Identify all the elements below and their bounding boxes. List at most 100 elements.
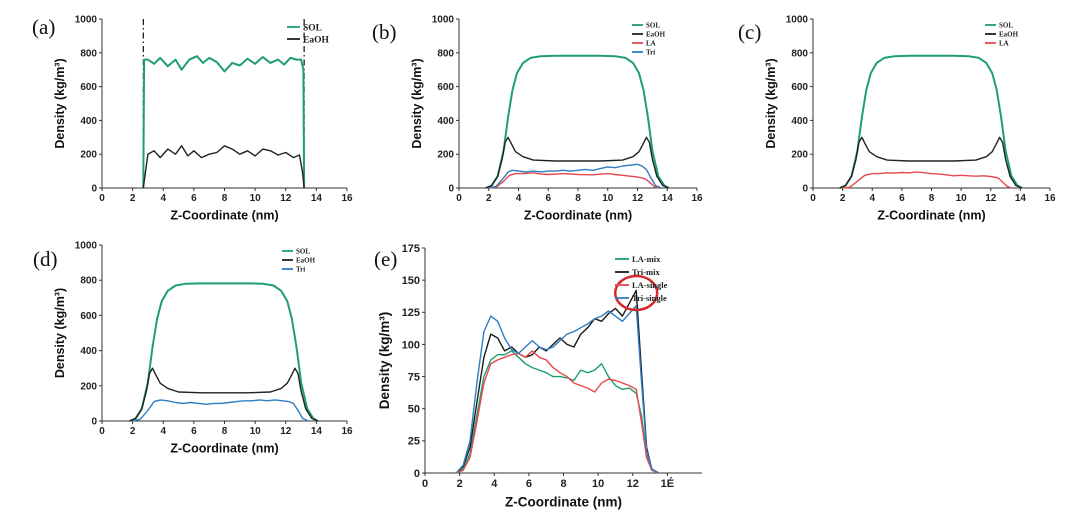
y-tick-label: 200: [80, 381, 97, 392]
panel-letter: (b): [372, 20, 397, 44]
x-tick-label: 4: [516, 193, 522, 204]
chart-panel-d: (d) 0 2 4 6 8 10 12 14 16 0 200 400 600 800 1000 Z-Coord…: [33, 241, 353, 456]
legend-label: EaOH: [999, 30, 1019, 38]
series-line-sol: [129, 282, 319, 422]
x-axis-title: Z-Coordinate (nm): [877, 209, 985, 223]
x-tick-label: 14: [311, 193, 323, 204]
x-tick-label: 10: [602, 193, 614, 204]
x-tick-label: 8: [560, 478, 566, 490]
chart-panel-c: (c) 0 2 4 6 8 10 12 14 16 0 200 400 600 800 1000 Z-Coord…: [738, 15, 1056, 223]
series-line-tri-single: [455, 305, 660, 474]
y-tick-label: 75: [408, 371, 420, 383]
series-line-tri: [132, 399, 309, 422]
x-tick-label: 16: [691, 193, 703, 204]
legend-label: Tri-single: [632, 293, 667, 303]
series-line-sol: [142, 55, 306, 189]
series-line-sol: [839, 54, 1023, 189]
y-tick-label: 0: [91, 417, 97, 428]
x-tick-label: 6: [545, 193, 551, 204]
x-tick-label: 12: [280, 193, 292, 204]
y-tick-label: 50: [408, 404, 420, 416]
x-tick-label: 6: [899, 193, 905, 204]
x-tick-label: 12: [627, 478, 639, 490]
x-tick-label: 14: [311, 426, 323, 437]
x-axis-title: Z-Coordinate (nm): [524, 209, 632, 223]
y-axis-title: Density (kg/m³): [377, 312, 392, 410]
y-tick-label: 175: [402, 243, 420, 255]
x-tick-label: 14: [662, 193, 674, 204]
legend-label: LA: [999, 39, 1009, 47]
series-line-la: [488, 172, 659, 189]
x-tick-label: 2: [840, 193, 846, 204]
x-tick-label: 2: [457, 478, 463, 490]
x-tick-label: 1É: [661, 477, 674, 490]
legend-label: SOL: [999, 21, 1013, 29]
panel-letter: (a): [32, 15, 55, 39]
x-tick-label: 12: [632, 193, 644, 204]
x-tick-label: 6: [526, 478, 532, 490]
y-tick-label: 400: [791, 116, 808, 127]
x-tick-label: 2: [486, 193, 492, 204]
legend-label: SOL: [296, 247, 310, 255]
y-tick-label: 200: [80, 150, 97, 161]
series-line-eaoh: [485, 136, 669, 189]
legend-label: LA: [646, 39, 656, 47]
y-tick-label: 800: [80, 48, 97, 59]
x-tick-label: 16: [1044, 193, 1056, 204]
series-line-tri: [488, 163, 662, 189]
series-line-la-mix: [455, 350, 660, 474]
panel-letter: (c): [738, 20, 761, 44]
x-tick-label: 14: [1015, 193, 1027, 204]
y-tick-label: 0: [414, 468, 420, 480]
y-tick-label: 0: [448, 184, 454, 195]
y-tick-label: 200: [791, 150, 808, 161]
y-tick-label: 0: [802, 184, 808, 195]
y-tick-label: 1000: [432, 15, 455, 26]
legend-label: EaOH: [296, 256, 316, 264]
legend: LA-mix Tri-mix LA-single Tri-single: [615, 254, 668, 303]
legend-label: LA-single: [632, 280, 668, 290]
x-tick-label: 4: [160, 426, 166, 437]
x-tick-label: 4: [160, 193, 166, 204]
series-line-eaoh: [839, 136, 1023, 189]
y-tick-label: 600: [80, 311, 97, 322]
y-tick-label: 1000: [786, 15, 809, 26]
y-tick-label: 400: [80, 116, 97, 127]
x-tick-label: 0: [99, 193, 105, 204]
chart-panel-a: (a) 0 2 4 6 8 10 12 14 16 0 200 400 600 800 1000 Z-Coord…: [32, 15, 353, 223]
legend: SOL EaOH: [287, 23, 329, 45]
x-tick-label: 0: [456, 193, 462, 204]
legend-label: Tri-mix: [632, 267, 660, 277]
y-tick-label: 400: [437, 116, 454, 127]
highlight-circle: [613, 274, 659, 312]
x-tick-label: 10: [592, 478, 604, 490]
x-tick-label: 8: [575, 193, 581, 204]
y-tick-label: 800: [437, 48, 454, 59]
x-axis-title: Z-Coordinate (nm): [170, 209, 278, 223]
x-tick-label: 6: [191, 193, 197, 204]
x-tick-label: 0: [422, 478, 428, 490]
x-tick-label: 8: [929, 193, 935, 204]
y-tick-label: 200: [437, 150, 454, 161]
y-axis-title: Density (kg/m³): [410, 58, 424, 148]
y-axis-title: Density (kg/m³): [53, 58, 67, 148]
x-tick-label: 12: [280, 426, 292, 437]
x-tick-label: 8: [222, 426, 228, 437]
y-tick-label: 800: [791, 48, 808, 59]
series-line-la-single: [455, 350, 659, 474]
legend-label: LA-mix: [632, 254, 661, 264]
legend-label: SOL: [303, 23, 322, 33]
panel-letter: (e): [374, 247, 397, 271]
legend-label: Tri: [646, 48, 655, 56]
series-line-la: [842, 171, 1012, 189]
chart-panel-e: (e) 0 2 4 6 8 10 12 1É 0 25 50 75 100 125 150 175 Z-Coord…: [374, 243, 702, 510]
x-tick-label: 2: [130, 193, 136, 204]
legend-label: EaOH: [303, 35, 329, 45]
y-tick-label: 600: [437, 82, 454, 93]
y-tick-label: 600: [791, 82, 808, 93]
series-line-eaoh: [129, 367, 319, 422]
series-line-sol: [485, 54, 670, 189]
y-axis-title: Density (kg/m³): [764, 58, 778, 148]
y-axis-title: Density (kg/m³): [53, 288, 67, 378]
